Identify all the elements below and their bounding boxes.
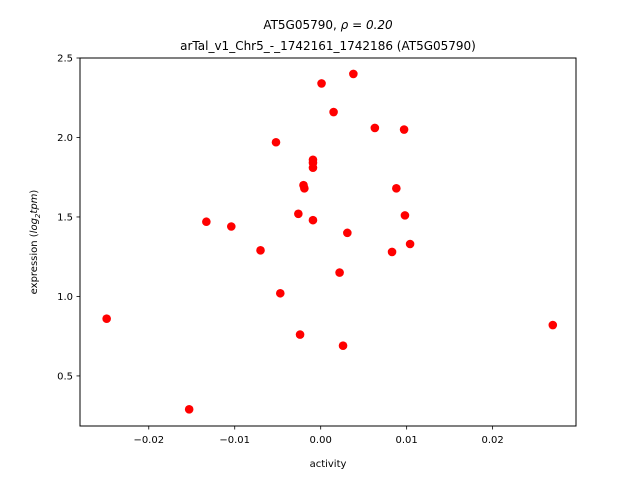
data-point-23 [387,247,397,257]
data-point-25 [399,125,409,134]
data-point-9 [295,330,305,339]
data-point-15 [308,215,318,225]
x-tick-label: 0.01 [396,435,418,446]
x-tick-label: 0.02 [481,435,503,446]
data-point-17 [329,107,338,117]
data-point-4 [226,222,236,231]
y-tick-label: 2.0 [57,133,73,144]
data-point-3 [202,217,211,227]
data-point-11 [300,184,309,193]
x-axis-label: activity [310,459,347,470]
x-tick-label: −0.01 [219,435,250,446]
data-point-8 [294,209,303,219]
x-tick-label: 0.00 [310,435,332,446]
y-axis-ticks: 0.5 1.0 1.5 2.0 2.5 [57,54,80,382]
y-tick-label: 1.5 [57,212,73,223]
data-point-28 [548,320,558,330]
data-point-22 [370,123,380,133]
y-tick-label: 0.5 [57,371,73,382]
data-point-16 [317,79,326,88]
x-tick-label: −0.02 [133,435,164,446]
data-point-6 [271,137,281,147]
data-point-7 [275,288,285,298]
y-tick-label: 1.0 [57,292,73,303]
y-tick-label: 2.5 [57,54,73,65]
plot-frame [79,57,577,427]
data-point-1 [102,314,111,324]
data-point-20 [343,228,352,238]
data-point-14 [308,163,318,172]
chart-title-line1: AT5G05790, ρ = 0.20 [263,18,393,32]
data-point-24 [392,184,401,193]
x-axis-ticks: −0.02 −0.01 0.00 0.01 0.02 [133,426,504,446]
data-point-5 [256,246,265,255]
points-layer [102,69,558,414]
data-point-26 [400,211,410,220]
data-point-27 [405,239,415,249]
data-point-18 [335,268,344,277]
data-point-19 [338,341,348,351]
y-axis-label: expression (log2tpm) [29,190,42,295]
chart-title-line2: arTal_v1_Chr5_-_1742161_1742186 (AT5G057… [180,39,476,53]
data-point-21 [349,69,358,79]
data-point-2 [184,405,194,414]
